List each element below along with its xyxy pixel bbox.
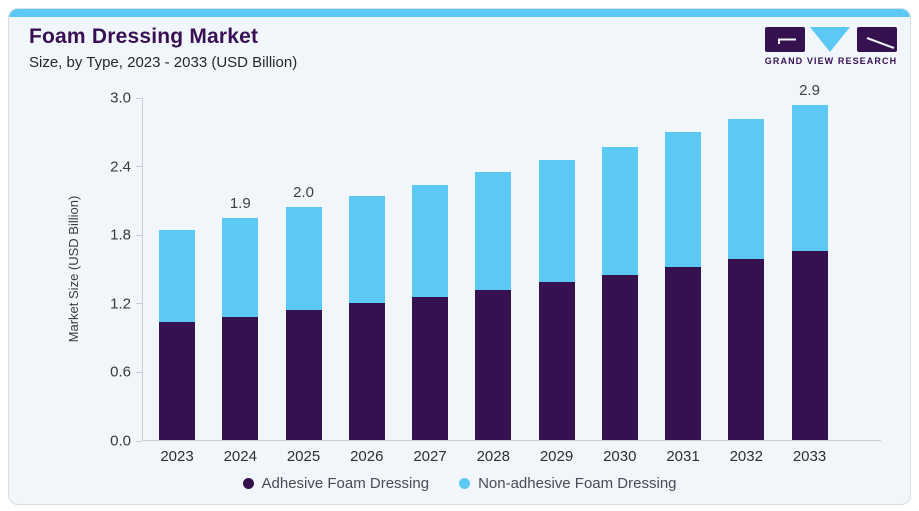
bar-segment-non-adhesive bbox=[791, 105, 828, 252]
y-axis-tick bbox=[136, 440, 142, 442]
bar-segment-adhesive bbox=[601, 275, 638, 440]
bar-segment-adhesive bbox=[222, 316, 259, 440]
y-axis-tick bbox=[136, 371, 142, 373]
y-axis-title: Market Size (USD Billion) bbox=[66, 195, 81, 343]
legend-item: Non-adhesive Foam Dressing bbox=[459, 475, 677, 492]
y-axis-tick-label: 2.4 bbox=[110, 158, 131, 176]
y-axis-tick bbox=[136, 234, 142, 236]
legend-label: Adhesive Foam Dressing bbox=[261, 475, 430, 492]
bar-segment-adhesive bbox=[475, 290, 512, 440]
bar-segment-non-adhesive bbox=[665, 132, 701, 268]
page-subtitle: Size, by Type, 2023 - 2033 (USD Billion) bbox=[29, 54, 298, 71]
legend-label: Non-adhesive Foam Dressing bbox=[478, 475, 677, 492]
bar-segment-adhesive bbox=[538, 282, 575, 440]
y-axis-tick bbox=[136, 303, 142, 305]
bar-segment-non-adhesive bbox=[159, 229, 195, 323]
gvr-logo-text: GRAND VIEW RESEARCH bbox=[764, 56, 898, 66]
bar-segment-non-adhesive bbox=[728, 118, 765, 260]
bar-segment-non-adhesive bbox=[348, 196, 385, 303]
x-axis-label: 2032 bbox=[729, 448, 763, 465]
bar-segment-adhesive bbox=[665, 267, 701, 440]
x-axis-label: 2028 bbox=[476, 448, 510, 465]
bar-segment-non-adhesive bbox=[412, 185, 448, 298]
bar-segment-non-adhesive bbox=[222, 218, 259, 317]
x-axis-label: 2027 bbox=[413, 448, 447, 465]
bar-segment-non-adhesive bbox=[475, 172, 512, 291]
bar-segment-adhesive bbox=[159, 322, 195, 440]
y-axis-tick-label: 1.2 bbox=[110, 295, 131, 313]
bar-segment-adhesive bbox=[791, 251, 828, 440]
x-axis-label: 2030 bbox=[603, 448, 637, 465]
legend-item: Adhesive Foam Dressing bbox=[242, 475, 430, 492]
x-axis-label: 2026 bbox=[350, 448, 384, 465]
grand-view-research-logo: GRAND VIEW RESEARCH bbox=[761, 27, 901, 66]
plot-area: 0.0 0.6 1.2 1.8 2.4 3.0 2023 1.9 2024 2.0 2025 2026… bbox=[110, 82, 881, 465]
y-axis-tick-label: 0.0 bbox=[110, 432, 131, 450]
x-axis-label: 2029 bbox=[539, 448, 574, 465]
x-axis-label: 2033 bbox=[792, 448, 827, 465]
y-axis-tick-label: 0.6 bbox=[110, 363, 131, 381]
y-axis-tick-label: 3.0 bbox=[110, 89, 131, 107]
accent-bar bbox=[9, 9, 910, 17]
page-title: Foam Dressing Market bbox=[29, 25, 259, 48]
bar-segment-adhesive bbox=[348, 302, 385, 440]
bar-segment-non-adhesive bbox=[601, 147, 638, 276]
chart-card: Foam Dressing Market Size, by Type, 2023… bbox=[8, 8, 911, 505]
bar-segment-non-adhesive bbox=[538, 159, 575, 283]
legend-dot-icon bbox=[242, 478, 254, 489]
bar-value-label: 2.0 bbox=[293, 183, 314, 201]
legend-dot-icon bbox=[459, 478, 471, 489]
gvr-logo-icon bbox=[765, 27, 897, 52]
bar-segment-adhesive bbox=[412, 297, 448, 440]
y-axis-tick-label: 1.8 bbox=[110, 226, 131, 244]
x-axis-label: 2025 bbox=[286, 448, 321, 465]
bar-segment-adhesive bbox=[728, 259, 765, 440]
y-axis-tick bbox=[136, 97, 142, 99]
bar-segment-adhesive bbox=[285, 309, 322, 440]
x-axis-label: 2031 bbox=[666, 448, 700, 465]
bar-value-label: 2.9 bbox=[799, 82, 820, 100]
y-axis-tick bbox=[136, 166, 142, 168]
bar-value-label: 1.9 bbox=[229, 195, 251, 213]
legend: Adhesive Foam Dressing Non-adhesive Foam … bbox=[9, 475, 910, 492]
x-axis-label: 2023 bbox=[160, 448, 194, 465]
x-axis-label: 2024 bbox=[223, 448, 257, 465]
bar-segment-non-adhesive bbox=[285, 206, 322, 310]
